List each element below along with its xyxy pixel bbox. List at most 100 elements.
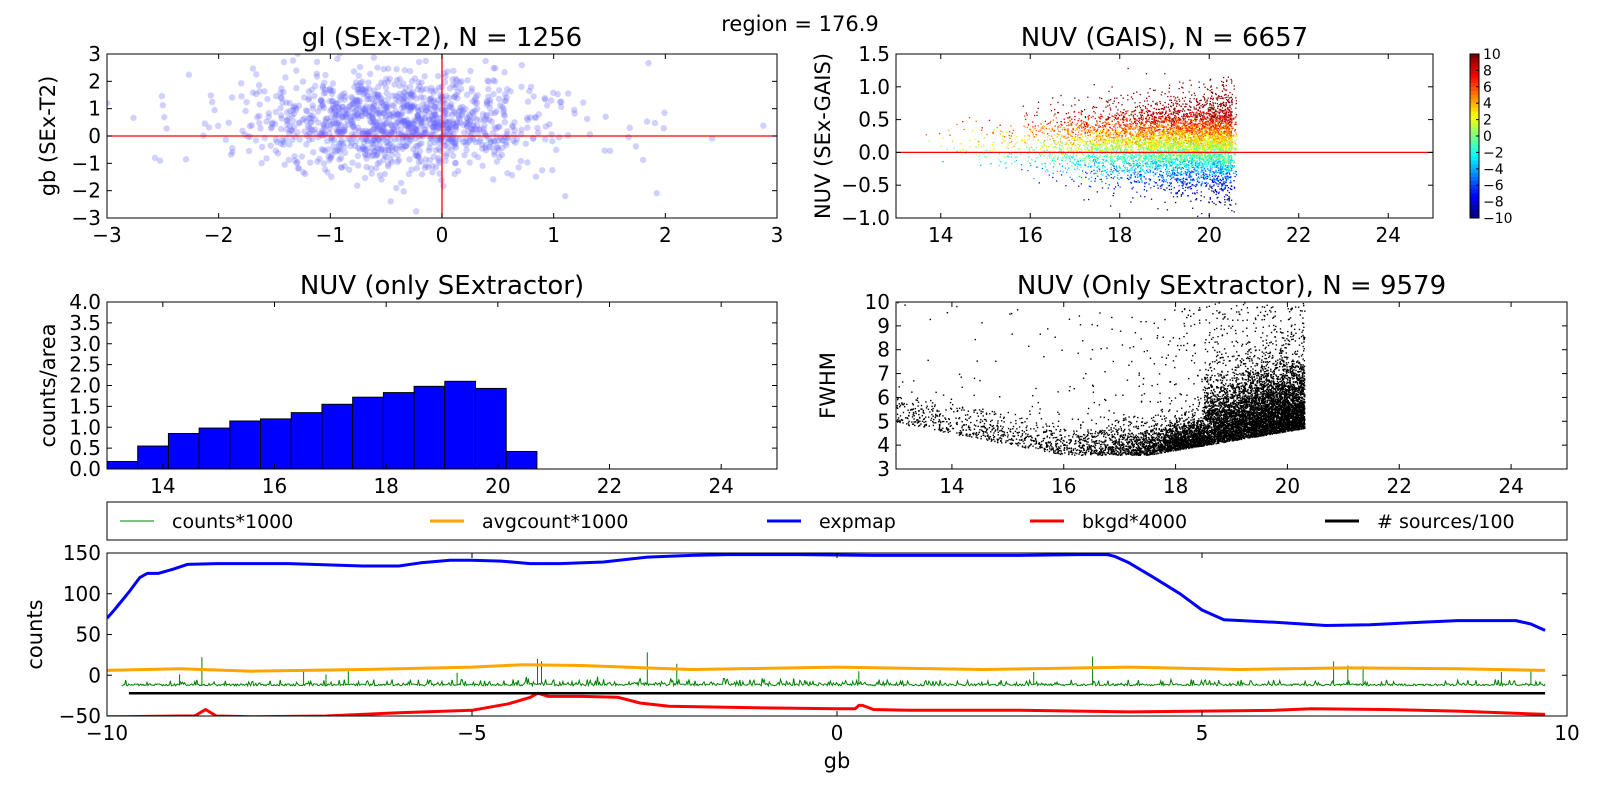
scatter-point (1102, 162, 1104, 164)
scatter-point (1153, 153, 1155, 155)
scatter-point (1136, 135, 1138, 137)
scatter-point (392, 136, 399, 143)
scatter-point (1157, 112, 1160, 114)
scatter-point (1080, 119, 1083, 122)
scatter-point (1089, 134, 1091, 136)
scatter-point (1218, 112, 1221, 114)
scatter-point (1088, 130, 1090, 132)
scatter-point (975, 154, 977, 156)
scatter-point (1072, 143, 1074, 145)
scatter-point (249, 65, 257, 72)
scatter-point (392, 122, 399, 129)
scatter-point (1138, 158, 1140, 160)
scatter-point (1118, 178, 1120, 180)
scatter-point (372, 108, 380, 115)
scatter-point (473, 116, 480, 123)
scatter-point (371, 148, 379, 155)
scatter-point (442, 106, 449, 114)
scatter-point (1159, 157, 1161, 159)
scatter-point (472, 94, 479, 101)
scatter-point (1187, 154, 1190, 156)
scatter-point (1203, 96, 1205, 99)
scatter-point (278, 136, 286, 144)
scatter-point (413, 208, 420, 215)
scatter-point (1200, 154, 1202, 156)
scatter-point (332, 100, 340, 107)
scatter-point (1167, 149, 1170, 151)
scatter-point (1116, 147, 1119, 149)
scatter-point (301, 170, 309, 178)
scatter-point (1227, 111, 1229, 113)
scatter-point (333, 129, 341, 136)
scatter-point (1080, 133, 1082, 135)
scatter-point (338, 91, 346, 99)
scatter-point (1095, 160, 1098, 163)
scatter-point (338, 128, 345, 136)
scatter-point (1154, 172, 1156, 174)
scatter-point (1212, 180, 1214, 182)
scatter-point (1143, 132, 1145, 134)
scatter-point (256, 119, 263, 127)
scatter-point (1173, 96, 1175, 98)
scatter-point (532, 173, 540, 180)
scatter-point (1133, 173, 1136, 175)
scatter-point (1205, 124, 1207, 126)
scatter-point (417, 158, 425, 165)
scatter-point (361, 89, 368, 96)
scatter-point (1144, 182, 1146, 185)
scatter-point (1147, 163, 1150, 166)
scatter-point (1207, 163, 1209, 165)
scatter-point (380, 135, 387, 143)
scatter-point (1172, 171, 1174, 173)
scatter-point (441, 112, 448, 119)
scatter-point (319, 99, 326, 106)
scatter-point (1206, 184, 1208, 186)
scatter-point (356, 146, 364, 153)
scatter-point (1205, 150, 1208, 153)
scatter-point (1054, 155, 1056, 157)
scatter-point (1167, 161, 1170, 163)
scatter-point (992, 149, 994, 151)
scatter-point (384, 78, 392, 85)
scatter-point (1183, 125, 1186, 127)
scatter-point (466, 118, 474, 125)
scatter-point (459, 121, 467, 128)
scatter-point (1170, 136, 1172, 138)
scatter-point (410, 120, 417, 128)
scatter-point (1219, 105, 1222, 107)
scatter-point (1073, 139, 1075, 142)
scatter-point (1190, 119, 1193, 121)
scatter-point (1049, 153, 1051, 155)
scatter-point (1126, 157, 1128, 159)
scatter-point (1211, 132, 1213, 134)
scatter-point (469, 121, 477, 129)
scatter-point (413, 165, 421, 172)
scatter-point (1173, 107, 1176, 109)
scatter-point (449, 111, 456, 118)
scatter-point (311, 126, 319, 133)
scatter-point (350, 100, 357, 107)
scatter-point (998, 164, 1001, 167)
scatter-point (342, 93, 349, 101)
scatter-point (1195, 128, 1198, 131)
scatter-point (1105, 133, 1108, 135)
scatter-point (463, 123, 471, 130)
scatter-point (268, 123, 275, 131)
scatter-point (1190, 149, 1192, 151)
scatter-point (1180, 121, 1182, 123)
scatter-point (1164, 72, 1166, 75)
scatter-point (417, 94, 425, 101)
scatter-point (1136, 154, 1138, 156)
scatter-point (1202, 117, 1204, 119)
scatter-point (336, 128, 343, 135)
scatter-point (1180, 168, 1182, 170)
scatter-point (388, 121, 395, 128)
scatter-point (1192, 112, 1195, 114)
figure-suptitle: region = 176.9 (721, 12, 879, 36)
scatter-point (1213, 181, 1216, 183)
scatter-point (1181, 126, 1184, 129)
scatter-point (1105, 147, 1108, 149)
scatter-point (376, 141, 383, 148)
scatter-point (1225, 80, 1228, 83)
scatter-point (376, 159, 383, 166)
